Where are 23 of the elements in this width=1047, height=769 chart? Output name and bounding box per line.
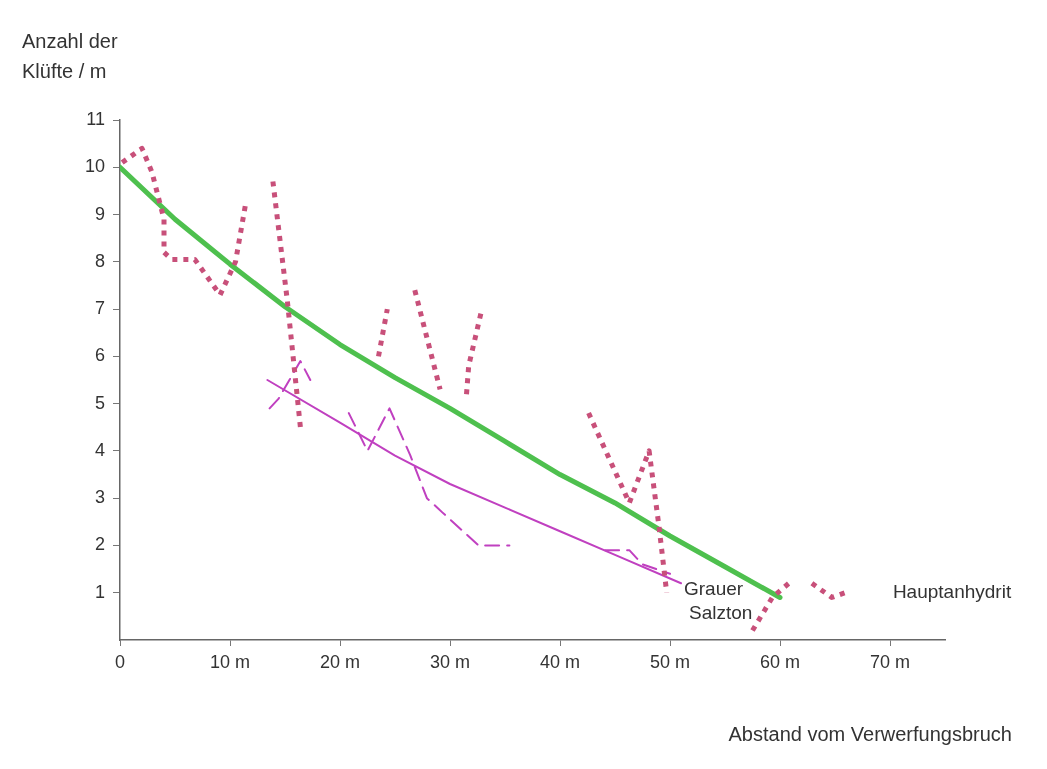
x-tick-label: 0 <box>114 651 126 672</box>
series-label: Grauer Salzton <box>684 578 753 624</box>
y-axis-title: Anzahl der Klüfte / m <box>22 30 118 82</box>
y-tick-label: 2 <box>94 534 105 555</box>
y-tick-label: 10 <box>84 156 105 177</box>
x-tick-label: 50 m <box>649 651 691 672</box>
y-tick-label: 11 <box>86 108 105 129</box>
y-tick-label: 5 <box>94 392 105 413</box>
x-tick-label: 70 m <box>869 651 911 672</box>
text: Hauptanhydrit <box>892 580 1012 602</box>
y-tick-label: 4 <box>94 439 105 460</box>
x-tick-label: 40 m <box>539 651 581 672</box>
x-tick-label: 20 m <box>319 651 361 672</box>
y-tick-label: 9 <box>94 203 105 224</box>
y-tick-label: 6 <box>94 345 105 366</box>
y-tick-label: 3 <box>94 487 105 508</box>
x-tick-label: 10 m <box>209 651 251 672</box>
x-tick-label: 30 m <box>429 651 471 672</box>
x-axis-title: Abstand vom Verwerfungsbruch <box>728 723 1012 745</box>
y-tick-label: 8 <box>94 250 105 271</box>
y-tick-label: 7 <box>94 298 105 319</box>
y-tick-label: 1 <box>94 581 105 602</box>
x-tick-label: 60 m <box>759 651 801 672</box>
